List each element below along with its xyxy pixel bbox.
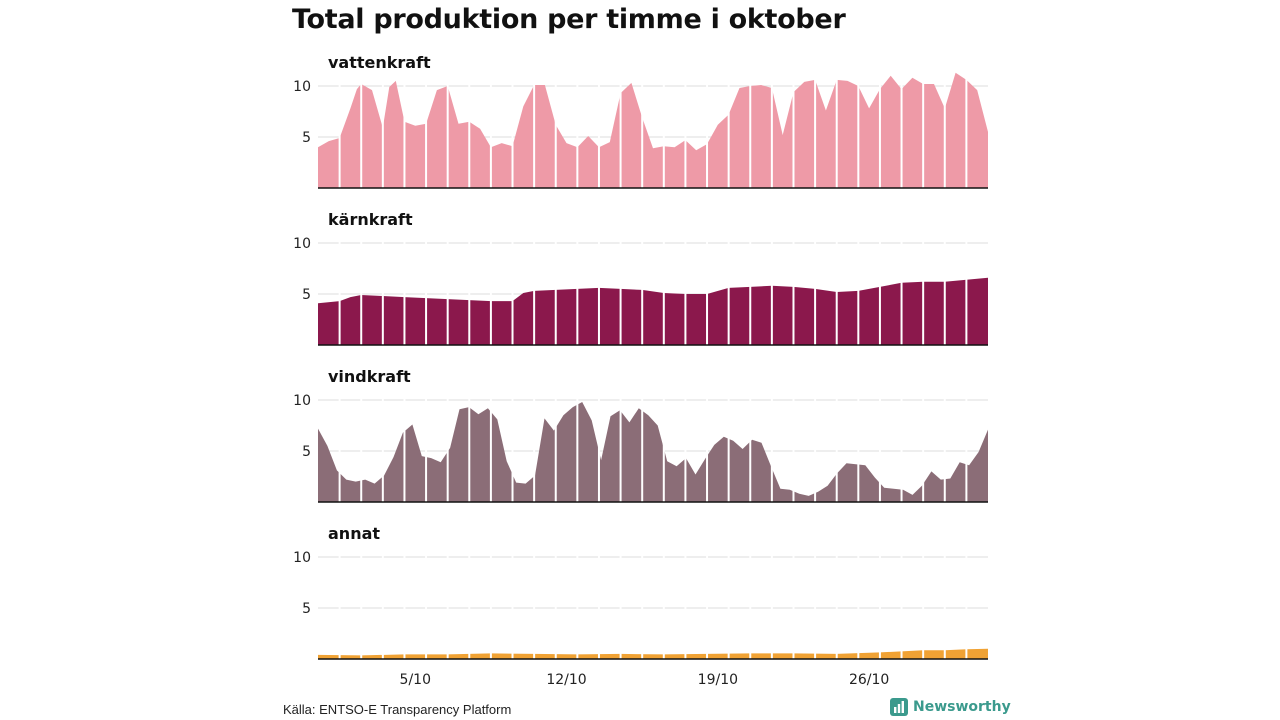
panel-label: kärnkraft bbox=[328, 210, 413, 229]
chart-title: Total produktion per timme i oktober bbox=[292, 4, 846, 35]
x-tick-label: 5/10 bbox=[400, 672, 431, 688]
panel-label: vattenkraft bbox=[328, 53, 431, 72]
newsworthy-icon bbox=[890, 698, 908, 716]
series-area-annat bbox=[318, 648, 988, 659]
y-tick-label-10: 10 bbox=[293, 236, 311, 252]
series-area-vattenkraft bbox=[318, 72, 988, 188]
x-tick-label: 26/10 bbox=[849, 672, 889, 688]
source-note: Källa: ENTSO-E Transparency Platform bbox=[283, 702, 512, 717]
x-tick-label: 19/10 bbox=[698, 672, 738, 688]
y-tick-label-5: 5 bbox=[302, 130, 311, 146]
y-tick-label-10: 10 bbox=[293, 550, 311, 566]
series-area-vindkraft bbox=[318, 402, 988, 502]
y-tick-label-10: 10 bbox=[293, 393, 311, 409]
panel-0: 5 10 vattenkraft bbox=[293, 53, 988, 189]
y-tick-label-10: 10 bbox=[293, 79, 311, 95]
brand-name: Newsworthy bbox=[913, 699, 1011, 715]
panel-3: 5 10 annat bbox=[293, 524, 988, 660]
series-area-kärnkraft bbox=[318, 277, 988, 345]
y-tick-label-5: 5 bbox=[302, 601, 311, 617]
brand-logo: Newsworthy bbox=[890, 698, 1011, 716]
y-tick-label-5: 5 bbox=[302, 287, 311, 303]
panel-2: 5 10 vindkraft bbox=[293, 367, 988, 503]
x-tick-label: 12/10 bbox=[546, 672, 586, 688]
panel-1: 5 10 kärnkraft bbox=[293, 210, 988, 346]
y-tick-label-5: 5 bbox=[302, 444, 311, 460]
panel-label: vindkraft bbox=[328, 367, 411, 386]
panel-label: annat bbox=[328, 524, 380, 543]
